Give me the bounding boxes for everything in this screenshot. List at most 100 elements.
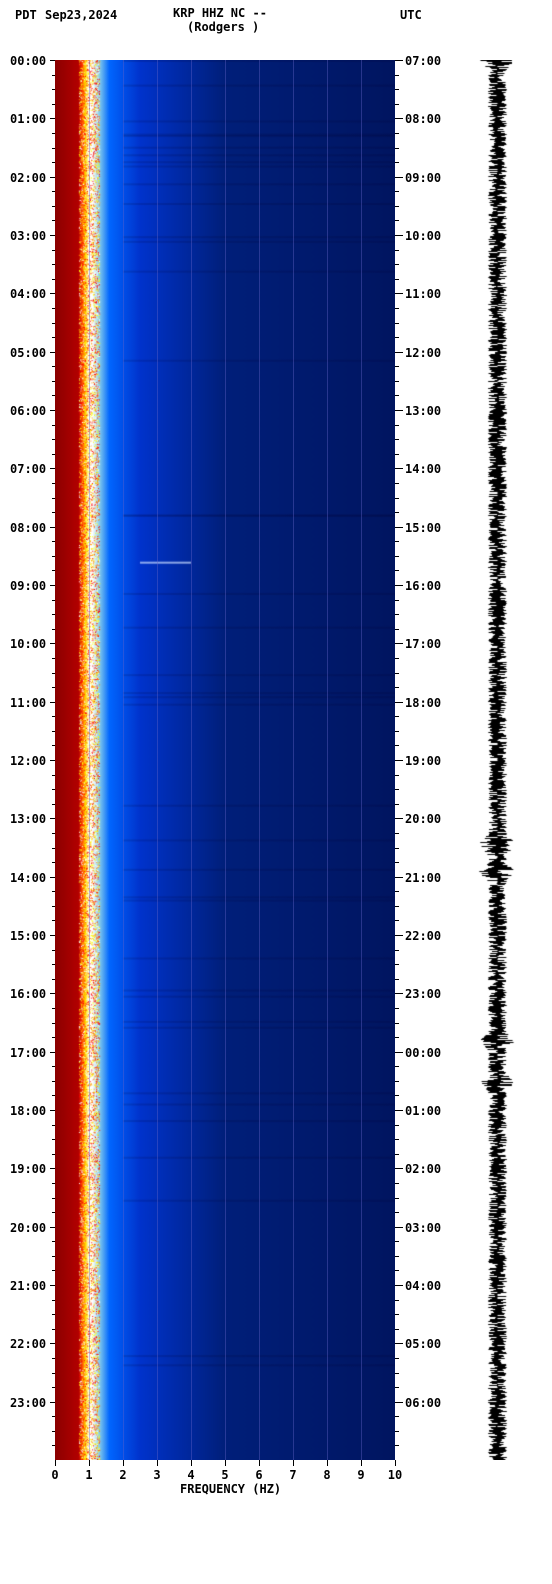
tick-right-minor [395, 425, 399, 426]
tick-left-minor [52, 279, 55, 280]
waveform-plot [455, 60, 540, 1460]
tick-right-major [395, 993, 403, 994]
right-time-7: 14:00 [405, 462, 441, 476]
tick-left-minor [52, 498, 55, 499]
tick-left-major [50, 1168, 55, 1169]
tick-left-minor [52, 614, 55, 615]
tick-right-minor [395, 745, 399, 746]
tick-left-minor [52, 1081, 55, 1082]
tick-right-minor [395, 250, 399, 251]
gridline-hz-4 [191, 60, 192, 1460]
x-label-7: 7 [289, 1468, 296, 1482]
tick-right-minor [395, 148, 399, 149]
left-time-22: 22:00 [10, 1337, 46, 1351]
tick-right-minor [395, 279, 399, 280]
left-time-11: 11:00 [10, 696, 46, 710]
tick-left-minor [52, 1241, 55, 1242]
tick-left-minor [52, 1445, 55, 1446]
right-time-6: 13:00 [405, 404, 441, 418]
tick-left-major [50, 585, 55, 586]
left-time-21: 21:00 [10, 1279, 46, 1293]
tick-left-major [50, 235, 55, 236]
tick-right-minor [395, 789, 399, 790]
tick-left-minor [52, 1154, 55, 1155]
tick-right-minor [395, 541, 399, 542]
tick-left-minor [52, 1183, 55, 1184]
tick-right-minor [395, 906, 399, 907]
tick-right-minor [395, 512, 399, 513]
right-time-19: 02:00 [405, 1162, 441, 1176]
tick-left-minor [52, 964, 55, 965]
tick-left-minor [52, 658, 55, 659]
tick-right-major [395, 177, 403, 178]
left-time-9: 09:00 [10, 579, 46, 593]
tick-left-minor [52, 104, 55, 105]
right-time-14: 21:00 [405, 871, 441, 885]
tick-left-minor [52, 673, 55, 674]
tick-right-major [395, 1285, 403, 1286]
tick-right-minor [395, 848, 399, 849]
right-time-1: 08:00 [405, 112, 441, 126]
left-time-17: 17:00 [10, 1046, 46, 1060]
tick-left-minor [52, 979, 55, 980]
x-tick-1 [89, 1460, 90, 1466]
tick-right-major [395, 585, 403, 586]
tick-left-major [50, 177, 55, 178]
right-time-4: 11:00 [405, 287, 441, 301]
tick-right-major [395, 1110, 403, 1111]
tick-left-minor [52, 220, 55, 221]
x-tick-10 [395, 1460, 396, 1466]
right-time-5: 12:00 [405, 346, 441, 360]
tz-left-label: PDT [15, 8, 37, 22]
tick-right-minor [395, 498, 399, 499]
tick-left-minor [52, 1387, 55, 1388]
tick-left-major [50, 1110, 55, 1111]
tick-left-minor [52, 264, 55, 265]
tick-right-minor [395, 1081, 399, 1082]
tick-right-minor [395, 1095, 399, 1096]
tick-right-minor [395, 75, 399, 76]
tick-left-minor [52, 570, 55, 571]
tick-left-major [50, 1402, 55, 1403]
tick-left-major [50, 1052, 55, 1053]
right-time-9: 16:00 [405, 579, 441, 593]
tick-right-minor [395, 439, 399, 440]
tick-left-minor [52, 1008, 55, 1009]
tick-right-minor [395, 395, 399, 396]
tick-left-minor [52, 250, 55, 251]
tick-left-minor [52, 337, 55, 338]
tz-right-label: UTC [400, 8, 422, 22]
tick-right-minor [395, 658, 399, 659]
tick-right-minor [395, 1373, 399, 1374]
left-time-15: 15:00 [10, 929, 46, 943]
tick-right-major [395, 235, 403, 236]
tick-right-major [395, 1227, 403, 1228]
right-time-13: 20:00 [405, 812, 441, 826]
tick-right-major [395, 293, 403, 294]
tick-left-minor [52, 425, 55, 426]
x-label-1: 1 [85, 1468, 92, 1482]
tick-right-major [395, 760, 403, 761]
tick-left-minor [52, 512, 55, 513]
x-tick-0 [55, 1460, 56, 1466]
tick-right-minor [395, 600, 399, 601]
spectrogram-plot [55, 60, 395, 1460]
tick-left-major [50, 468, 55, 469]
tick-left-minor [52, 1198, 55, 1199]
tick-left-minor [52, 920, 55, 921]
tick-left-minor [52, 833, 55, 834]
tick-right-minor [395, 162, 399, 163]
tick-right-minor [395, 804, 399, 805]
x-axis-title: FREQUENCY (HZ) [180, 1482, 281, 1496]
gridline-hz-9 [361, 60, 362, 1460]
tick-right-minor [395, 1431, 399, 1432]
right-time-15: 22:00 [405, 929, 441, 943]
tick-left-minor [52, 556, 55, 557]
tick-left-major [50, 527, 55, 528]
tick-left-major [50, 1343, 55, 1344]
left-time-19: 19:00 [10, 1162, 46, 1176]
tick-left-minor [52, 1095, 55, 1096]
tick-left-minor [52, 366, 55, 367]
tick-right-minor [395, 1139, 399, 1140]
tick-left-major [50, 760, 55, 761]
